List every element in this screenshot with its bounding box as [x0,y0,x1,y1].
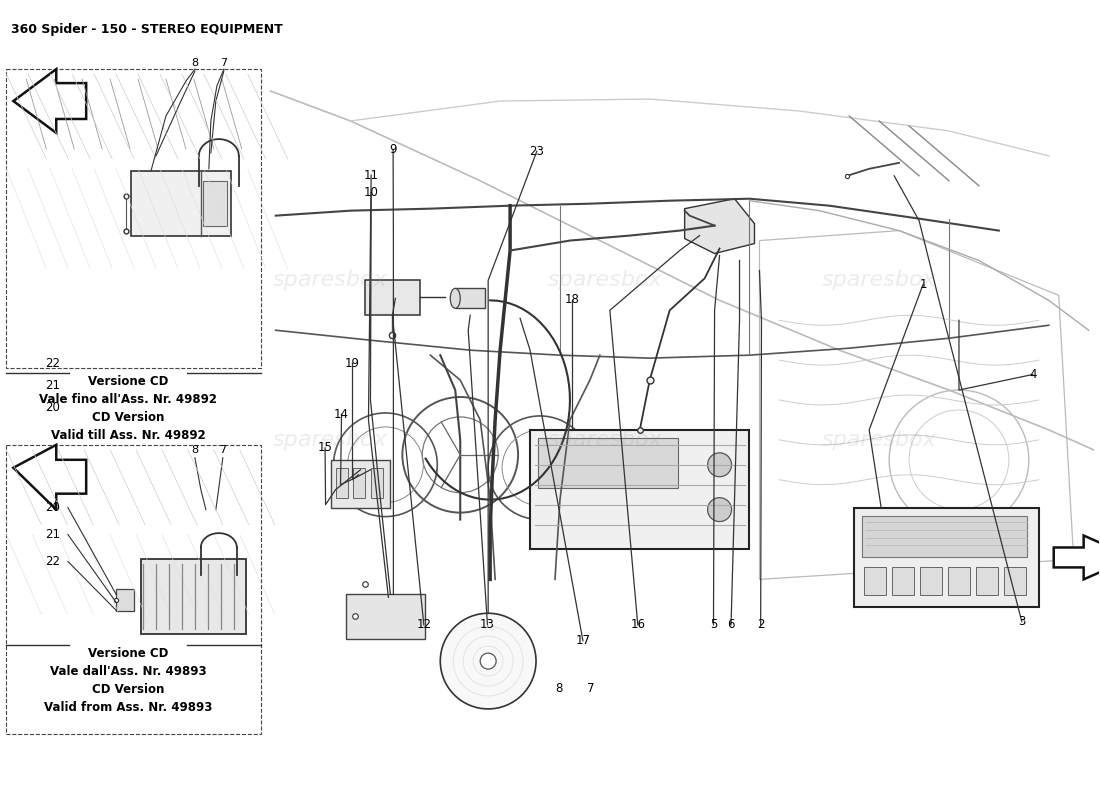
Bar [345,594,426,639]
Text: Versione CD: Versione CD [88,647,168,660]
Text: 22: 22 [45,357,60,370]
Text: 23: 23 [529,145,544,158]
Polygon shape [1054,535,1100,579]
Bar [353,468,365,498]
Text: 2: 2 [757,618,764,631]
Text: 12: 12 [416,618,431,631]
Text: 17: 17 [575,634,591,647]
Text: sparesbox: sparesbox [822,430,936,450]
Text: 7: 7 [586,682,594,695]
Text: sparesbox: sparesbox [548,430,662,450]
Ellipse shape [450,288,460,308]
Text: CD Version: CD Version [92,411,164,424]
Text: 4: 4 [1028,368,1036,381]
Text: 19: 19 [345,357,360,370]
Text: 16: 16 [630,618,646,631]
Polygon shape [684,198,755,254]
Bar [141,559,245,634]
Circle shape [707,498,732,522]
Text: 8: 8 [191,445,198,455]
Text: 21: 21 [45,379,60,392]
Text: 1: 1 [920,278,927,291]
Bar [865,567,887,595]
Text: 8: 8 [556,682,562,695]
Text: 21: 21 [45,528,60,541]
Text: Valid till Ass. Nr. 49892: Valid till Ass. Nr. 49892 [51,429,206,442]
Text: 10: 10 [364,186,378,199]
Text: 18: 18 [564,293,580,306]
Bar [976,567,998,595]
Bar [336,468,348,498]
Text: 3: 3 [1019,615,1025,628]
Text: sparesbox: sparesbox [822,270,936,290]
Text: CD Version: CD Version [92,683,164,696]
Circle shape [707,453,732,477]
Text: Valid from Ass. Nr. 49893: Valid from Ass. Nr. 49893 [44,701,212,714]
Text: 11: 11 [364,169,378,182]
Text: 9: 9 [389,143,397,156]
Bar [1004,567,1026,595]
Text: 15: 15 [318,442,332,454]
Bar [855,508,1038,607]
Text: 20: 20 [45,501,60,514]
Text: 14: 14 [334,408,349,421]
Bar [920,567,942,595]
Text: sparesbox: sparesbox [273,430,388,450]
Text: 7: 7 [220,58,228,68]
Text: Versione CD: Versione CD [88,375,168,388]
Text: Vale dall'Ass. Nr. 49893: Vale dall'Ass. Nr. 49893 [50,665,207,678]
Text: sparesbox: sparesbox [273,270,388,290]
Text: 5: 5 [710,618,717,631]
Bar [331,460,390,508]
Bar [862,515,1026,558]
Circle shape [481,653,496,669]
Polygon shape [13,445,86,510]
Text: 20: 20 [45,402,60,414]
Bar [365,281,420,315]
Text: 22: 22 [45,555,60,568]
Text: 360 Spider - 150 - STEREO EQUIPMENT: 360 Spider - 150 - STEREO EQUIPMENT [11,23,283,36]
Bar [202,181,227,226]
Bar [892,567,914,595]
Circle shape [440,614,536,709]
Bar [948,567,970,595]
Bar [131,170,231,235]
Text: 13: 13 [480,618,495,631]
Bar [117,590,134,611]
Bar [7,69,261,368]
Bar [530,430,749,550]
Bar [455,288,485,308]
Text: Vale fino all'Ass. Nr. 49892: Vale fino all'Ass. Nr. 49892 [40,393,217,406]
Text: sparesbox: sparesbox [548,270,662,290]
Bar [372,468,384,498]
Text: 8: 8 [191,58,198,68]
Bar [7,445,261,734]
Polygon shape [13,69,86,133]
Text: 6: 6 [727,618,735,631]
Bar [538,438,678,488]
Text: 7: 7 [219,445,227,455]
